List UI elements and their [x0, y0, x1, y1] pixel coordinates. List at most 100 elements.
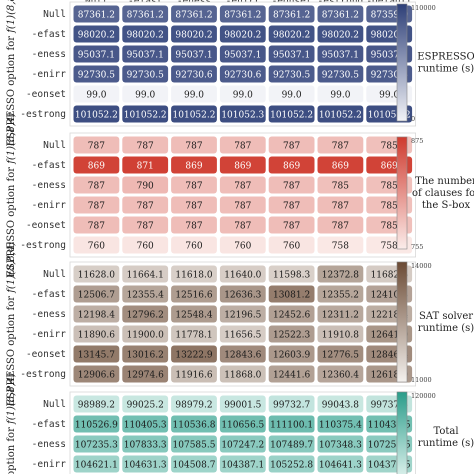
heatmap-cell: [317, 196, 364, 214]
heatmap-cell: [219, 136, 266, 154]
heatmap-cell: [122, 395, 169, 413]
heatmap-cell: [317, 216, 364, 234]
heatmap-cell: [268, 285, 315, 303]
heatmap-cell: [268, 65, 315, 83]
colorbar-tick-label: 11000: [411, 376, 432, 384]
heatmap-cell: [317, 365, 364, 383]
cell-value: 785: [381, 182, 398, 192]
row-label: -efast: [32, 29, 66, 40]
heatmap-cell: [122, 5, 169, 23]
cell-value: 12198.4: [78, 311, 115, 321]
row-label: -eness: [32, 439, 66, 450]
heatmap-cell: [171, 176, 217, 194]
panel-frame: [69, 1, 417, 127]
heatmap-cell: [219, 265, 266, 283]
heatmap-cell: [268, 265, 315, 283]
cell-value: 12636.3: [224, 291, 261, 301]
cell-value: 92730.5: [322, 71, 359, 81]
y-axis-label-math: f(1)(8,8,4): [6, 373, 17, 425]
cell-value: 787: [332, 222, 349, 232]
row-label: -estrong: [20, 109, 66, 120]
cell-value: 12548.4: [175, 311, 212, 321]
heatmap-cell: [171, 236, 217, 254]
heatmap-cell: [171, 105, 217, 123]
y-axis-label: SO option for f(1)(8,8,4): [6, 373, 17, 474]
heatmap-cell: [73, 156, 120, 174]
heatmap-cell: [268, 236, 315, 254]
cell-value: 12776.5: [322, 351, 359, 361]
heatmap-cell: [73, 345, 120, 363]
heatmap-cell: [171, 196, 217, 214]
heatmap-cell: [171, 156, 217, 174]
cell-value: 99025.2: [127, 401, 164, 411]
cell-value: 787: [332, 142, 349, 152]
heatmap-cell: [73, 176, 120, 194]
cell-value: 12506.7: [78, 291, 115, 301]
cell-value: 12452.6: [273, 311, 310, 321]
cell-value: 11910.8: [322, 331, 359, 341]
heatmap-cell: [171, 325, 217, 343]
colorbar-tick-label: 755: [411, 243, 423, 251]
cell-value: 99.0: [135, 91, 155, 101]
cell-value: 12355.2: [322, 291, 359, 301]
cell-value: 110375.4: [319, 421, 362, 431]
cell-value: 98020.2: [175, 31, 212, 41]
heatmap-cell: [122, 435, 169, 453]
cell-value: 12311.2: [322, 311, 359, 321]
row-label: -efast: [32, 289, 66, 300]
cell-value: 787: [283, 222, 300, 232]
heatmap-cell: [219, 395, 266, 413]
colorbar-tick-label: 875: [411, 137, 423, 145]
cell-value: 104631.3: [124, 461, 167, 471]
heatmap-cell: [317, 45, 364, 63]
cell-value: 99001.5: [224, 401, 261, 411]
cell-value: 12974.6: [127, 371, 164, 381]
cell-value: 99.0: [233, 91, 253, 101]
heatmap-cell: [171, 136, 217, 154]
cell-value: 110536.8: [173, 421, 216, 431]
cell-value: 101052.2: [368, 111, 411, 121]
heatmap-cell: [122, 196, 169, 214]
cell-value: 87359.9: [371, 11, 408, 21]
cell-value: 99737.5: [371, 401, 408, 411]
heatmap-cell: [317, 325, 364, 343]
cell-value: 787: [88, 222, 105, 232]
heatmap-cell: [219, 196, 266, 214]
cell-value: 869: [234, 162, 251, 172]
cell-value: 787: [88, 142, 105, 152]
cell-value: 104371.5: [368, 461, 411, 471]
colorbar-label: of clauses for: [412, 188, 474, 199]
heatmap-cell: [122, 265, 169, 283]
cell-value: 12196.5: [224, 311, 261, 321]
heatmap-cell: [122, 216, 169, 234]
colorbar: [396, 261, 408, 383]
cell-value: 87361.2: [224, 11, 261, 21]
cell-value: 110405.3: [124, 421, 167, 431]
cell-value: 92730.5: [127, 71, 164, 81]
cell-value: 98020.2: [273, 31, 310, 41]
heatmap-cell: [219, 45, 266, 63]
cell-value: 95037.1: [78, 51, 115, 61]
heatmap-cell: [317, 105, 364, 123]
cell-value: 11618.0: [175, 271, 212, 281]
cell-value: 98020.2: [224, 31, 261, 41]
row-label: -efast: [32, 160, 66, 171]
cell-value: 110656.5: [221, 421, 264, 431]
heatmap-cell: [219, 455, 266, 473]
y-axis-label: ESPRESSO option for f(1)(8,8,4): [6, 242, 17, 407]
heatmap-cell: [171, 285, 217, 303]
cell-value: 107348.3: [319, 441, 362, 451]
cell-value: 87361.2: [322, 11, 359, 21]
cell-value: 11682.6: [371, 271, 408, 281]
row-label: -eness: [32, 49, 66, 60]
heatmap-cell: [122, 65, 169, 83]
cell-value: 101052.3: [221, 111, 264, 121]
row-label: Null: [43, 269, 66, 280]
colorbar-label: SAT solver: [419, 311, 473, 322]
heatmap-cell: [317, 236, 364, 254]
heatmap-cell: [317, 156, 364, 174]
colorbar: [396, 3, 408, 122]
cell-value: 787: [137, 202, 154, 212]
cell-value: 95037.1: [224, 51, 261, 61]
heatmap-cell: [317, 435, 364, 453]
